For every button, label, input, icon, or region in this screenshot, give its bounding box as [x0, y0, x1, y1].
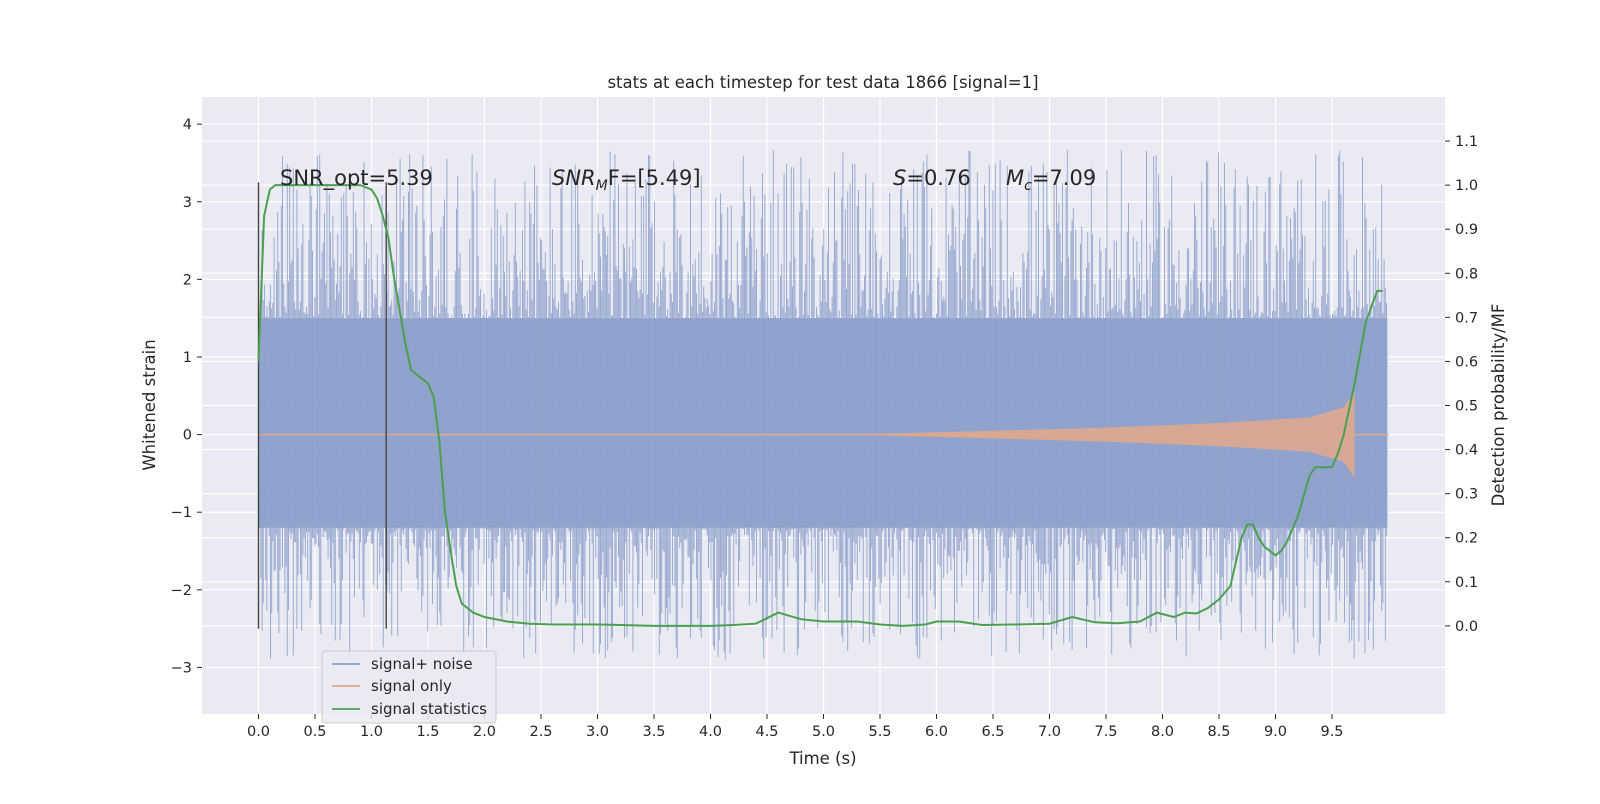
right-y-tick-label: 0.7 [1455, 310, 1478, 326]
statistics-line [257, 184, 1383, 627]
x-tick-label: 7.5 [1094, 724, 1117, 740]
snr-mf-value: F=[5.49] [608, 166, 701, 190]
legend-box [321, 650, 497, 724]
right-y-tick-labels: 0.0 0.1 0.2 0.3 0.4 0.5 0.6 0.7 0.8 0.9 1.0 1.1 [1445, 134, 1478, 635]
left-y-axis-label: Whitened strain [140, 339, 159, 470]
right-y-tick-label: 0.0 [1455, 619, 1478, 635]
x-tick-label: 4.0 [699, 724, 722, 740]
noise-series [258, 150, 1388, 660]
right-y-tick-label: 0.3 [1455, 487, 1478, 503]
legend: signal+ noise signal only signal statist… [321, 650, 497, 724]
x-tick-label: 8.5 [1207, 724, 1230, 740]
left-y-tick-label: 1 [183, 350, 192, 366]
snr-mf-annotation: SNRMF=[5.49] [552, 166, 701, 194]
right-y-tick-label: 1.0 [1455, 178, 1478, 194]
x-tick-label: 0.0 [247, 724, 270, 740]
x-tick-label: 2.0 [473, 724, 496, 740]
snr-opt-annotation: SNR_opt=5.39 [280, 166, 433, 191]
statistics-series [257, 184, 1383, 627]
left-y-tick-label: −3 [171, 660, 192, 676]
left-y-tick-label: 3 [183, 195, 192, 211]
mc-subscript: c [1024, 178, 1032, 194]
right-y-tick-label: 0.2 [1455, 531, 1478, 547]
left-y-tick-label: 2 [183, 272, 192, 288]
x-tick-labels: 0.0 0.5 1.0 1.5 2.0 2.5 3.0 3.5 4.0 4.5 5.0 5.5 6.0 6… [247, 714, 1344, 740]
right-y-tick-label: 1.1 [1455, 134, 1478, 150]
x-tick-label: 3.5 [642, 724, 665, 740]
x-tick-label: 3.0 [586, 724, 609, 740]
x-tick-label: 8.0 [1151, 724, 1174, 740]
snr-mf-subscript: M [596, 178, 608, 194]
legend-label-noise: signal+ noise [371, 655, 473, 673]
right-y-tick-label: 0.5 [1455, 399, 1478, 415]
x-tick-label: 2.5 [529, 724, 552, 740]
left-y-tick-labels: −3 −2 −1 0 1 2 3 4 [171, 117, 202, 676]
marker-lines [257, 182, 387, 629]
chart-title: stats at each timestep for test data 186… [607, 73, 1038, 92]
mc-variable: M [1006, 166, 1024, 190]
snr-mf-base: SNR [552, 166, 596, 190]
right-y-axis-label: Detection probability/MF [1489, 304, 1508, 507]
left-y-tick-label: −1 [171, 505, 192, 521]
right-y-tick-label: 0.6 [1455, 354, 1478, 370]
x-tick-label: 5.0 [812, 724, 835, 740]
x-tick-label: 9.0 [1264, 724, 1287, 740]
x-tick-label: 0.5 [303, 724, 326, 740]
x-tick-label: 4.5 [755, 724, 778, 740]
x-tick-label: 1.0 [360, 724, 383, 740]
left-y-tick-label: 0 [183, 428, 192, 444]
s-variable: S [893, 166, 906, 190]
x-tick-label: 7.0 [1038, 724, 1061, 740]
signal-series [258, 391, 1389, 478]
x-tick-label: 6.0 [925, 724, 948, 740]
s-annotation: S=0.76 [893, 166, 971, 190]
x-tick-label: 6.5 [981, 724, 1004, 740]
right-y-tick-label: 0.4 [1455, 443, 1478, 459]
mc-value: =7.09 [1032, 166, 1096, 190]
x-axis-label: Time (s) [788, 749, 856, 768]
right-y-tick-label: 0.1 [1455, 575, 1478, 591]
x-tick-label: 9.5 [1320, 724, 1343, 740]
left-y-tick-label: 4 [183, 117, 192, 133]
mc-annotation: Mc=7.09 [1006, 166, 1096, 194]
legend-label-statistics: signal statistics [371, 700, 487, 718]
s-value: =0.76 [906, 166, 970, 190]
right-y-tick-label: 0.8 [1455, 266, 1478, 282]
legend-label-signal: signal only [371, 677, 452, 695]
left-y-tick-label: −2 [171, 583, 192, 599]
x-tick-label: 1.5 [416, 724, 439, 740]
x-tick-label: 5.5 [868, 724, 891, 740]
right-y-tick-label: 0.9 [1455, 222, 1478, 238]
